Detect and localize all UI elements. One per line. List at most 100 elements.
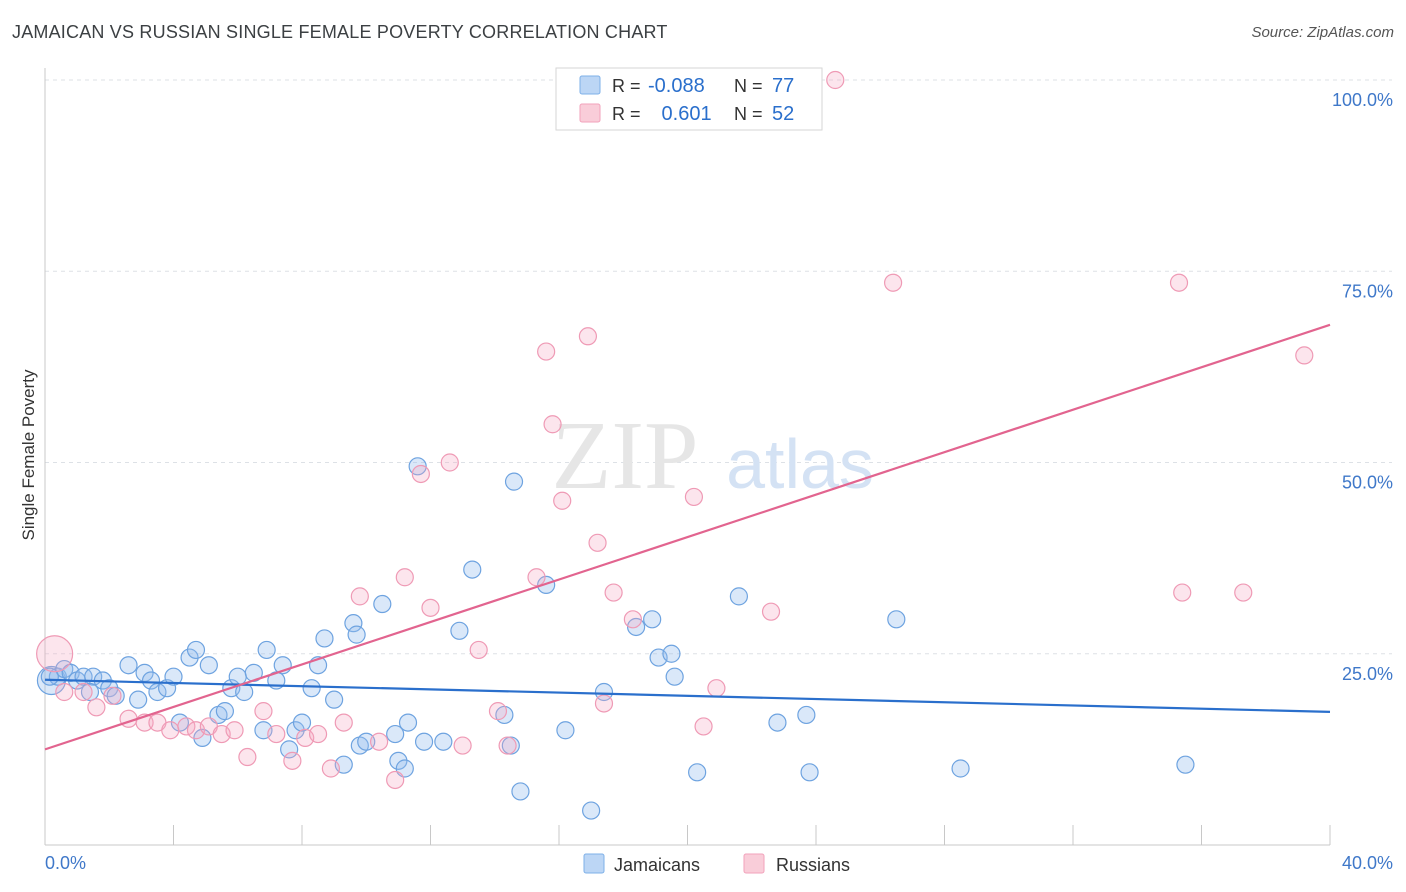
jamaican-point-59: [556, 721, 575, 740]
russian-point-16: [267, 724, 286, 744]
bottom-legend-swatch-russians: [743, 853, 765, 874]
russian-point-14: [238, 747, 257, 767]
russian-point-49: [1169, 273, 1189, 292]
legend-swatch-russians: [579, 103, 601, 123]
russian-point-29: [453, 736, 472, 755]
russian-point-19: [308, 724, 328, 744]
russian-point-35: [543, 415, 562, 434]
russian-point-37: [578, 327, 598, 346]
jamaican-point-19: [186, 640, 206, 660]
bottom-legend-label-jamaicans: Jamaicans: [614, 855, 700, 875]
legend-r-value-jamaicans: -0.088: [648, 75, 705, 97]
jamaican-point-56: [504, 472, 524, 491]
jamaican-point-76: [80, 682, 100, 702]
russian-point-27: [421, 598, 440, 617]
watermark-atlas: atlas: [726, 425, 874, 503]
legend-n-value-russians: 52: [772, 103, 794, 125]
jamaican-point-34: [292, 713, 312, 732]
jamaican-point-13: [141, 671, 161, 690]
russian-point-52: [1295, 346, 1314, 365]
y-tick-label-3: 100.0%: [1332, 90, 1393, 110]
russian-point-45: [761, 602, 781, 621]
legend-n-label-russians: N =: [734, 104, 763, 124]
russian-point-2: [74, 682, 93, 702]
legend-r-label-russians: R =: [612, 104, 641, 124]
russian-point-13: [225, 721, 244, 740]
jamaican-point-11: [129, 690, 148, 709]
jamaican-point-29: [257, 640, 276, 660]
jamaican-point-60: [582, 801, 601, 820]
jamaican-point-35: [302, 679, 321, 698]
russian-point-15: [254, 702, 273, 721]
gridlines: [45, 79, 1392, 655]
bottom-legend-label-russians: Russians: [776, 855, 850, 875]
russian-point-43: [694, 717, 713, 736]
russians-trend-line: [44, 323, 1331, 751]
russian-point-4: [103, 686, 122, 705]
russian-point-42: [684, 487, 704, 507]
y-tick-label-2: 75.0%: [1342, 281, 1393, 301]
y-tick-label-0: 25.0%: [1342, 664, 1393, 684]
jamaican-point-43: [357, 732, 376, 751]
russian-point-30: [469, 640, 488, 660]
jamaican-point-72: [887, 610, 906, 629]
jamaican-point-73: [951, 759, 970, 778]
russian-point-22: [350, 587, 369, 606]
jamaican-point-50: [414, 732, 434, 751]
jamaican-point-48: [398, 713, 418, 732]
russian-point-32: [498, 736, 517, 755]
jamaican-point-45: [386, 724, 405, 744]
axes: [44, 68, 1331, 846]
russian-point-47: [826, 70, 845, 90]
x-tick-label-0: 0.0%: [45, 853, 86, 873]
jamaican-point-23: [215, 702, 234, 721]
jamaican-point-37: [315, 629, 334, 648]
legend-r-label-jamaicans: R =: [612, 76, 641, 96]
jamaican-point-71: [800, 763, 819, 782]
watermark-zip: ZIP: [552, 402, 699, 510]
watermark: ZIP atlas: [552, 402, 874, 510]
russian-point-3: [87, 698, 106, 717]
russian-point-9: [177, 717, 196, 736]
russian-point-51: [1234, 583, 1253, 602]
jamaican-point-74: [1176, 755, 1195, 774]
jamaican-point-66: [665, 667, 684, 686]
russian-point-23: [370, 732, 389, 751]
jamaican-point-52: [450, 621, 469, 640]
jamaican-point-21: [199, 656, 218, 675]
jamaican-point-10: [119, 656, 138, 675]
jamaican-point-32: [280, 740, 299, 759]
jamaican-point-68: [729, 587, 749, 606]
russian-point-20: [321, 759, 341, 778]
legend-n-value-jamaicans: 77: [772, 75, 794, 97]
tick-labels: 25.0% 50.0% 75.0% 100.0% 0.0% 40.0%: [45, 90, 1393, 873]
series-legend: Jamaicans Russians: [583, 853, 850, 875]
russian-point-50: [1173, 583, 1192, 602]
russian-point-31: [488, 702, 508, 721]
jamaican-point-38: [325, 690, 344, 709]
source-label: Source: ZipAtlas.com: [1251, 24, 1394, 41]
russian-point-48: [883, 273, 903, 292]
chart-title: JAMAICAN VS RUSSIAN SINGLE FEMALE POVERT…: [12, 22, 668, 42]
jamaicans-trend-line: [44, 678, 1331, 713]
jamaican-point-63: [643, 610, 662, 629]
russian-point-38: [588, 533, 607, 552]
russian-point-39: [594, 694, 614, 713]
russian-point-33: [527, 568, 546, 587]
jamaican-point-40: [344, 614, 363, 633]
russian-point-8: [161, 721, 180, 740]
russian-point-44: [707, 679, 726, 698]
russian-point-0: [36, 635, 74, 673]
russian-point-40: [604, 583, 623, 602]
correlation-legend: R = -0.088 N = 77 R = 0.601 N = 52: [555, 67, 823, 131]
jamaican-point-53: [463, 560, 482, 579]
jamaican-point-67: [688, 763, 707, 782]
trend-lines: [44, 323, 1331, 751]
jamaican-point-51: [434, 732, 453, 751]
jamaican-point-65: [662, 644, 681, 663]
legend-n-label-jamaicans: N =: [734, 76, 763, 96]
legend-r-value-russians: 0.601: [656, 103, 712, 125]
x-tick-label-1: 40.0%: [1342, 853, 1393, 873]
bottom-legend-swatch-jamaicans: [583, 853, 605, 874]
